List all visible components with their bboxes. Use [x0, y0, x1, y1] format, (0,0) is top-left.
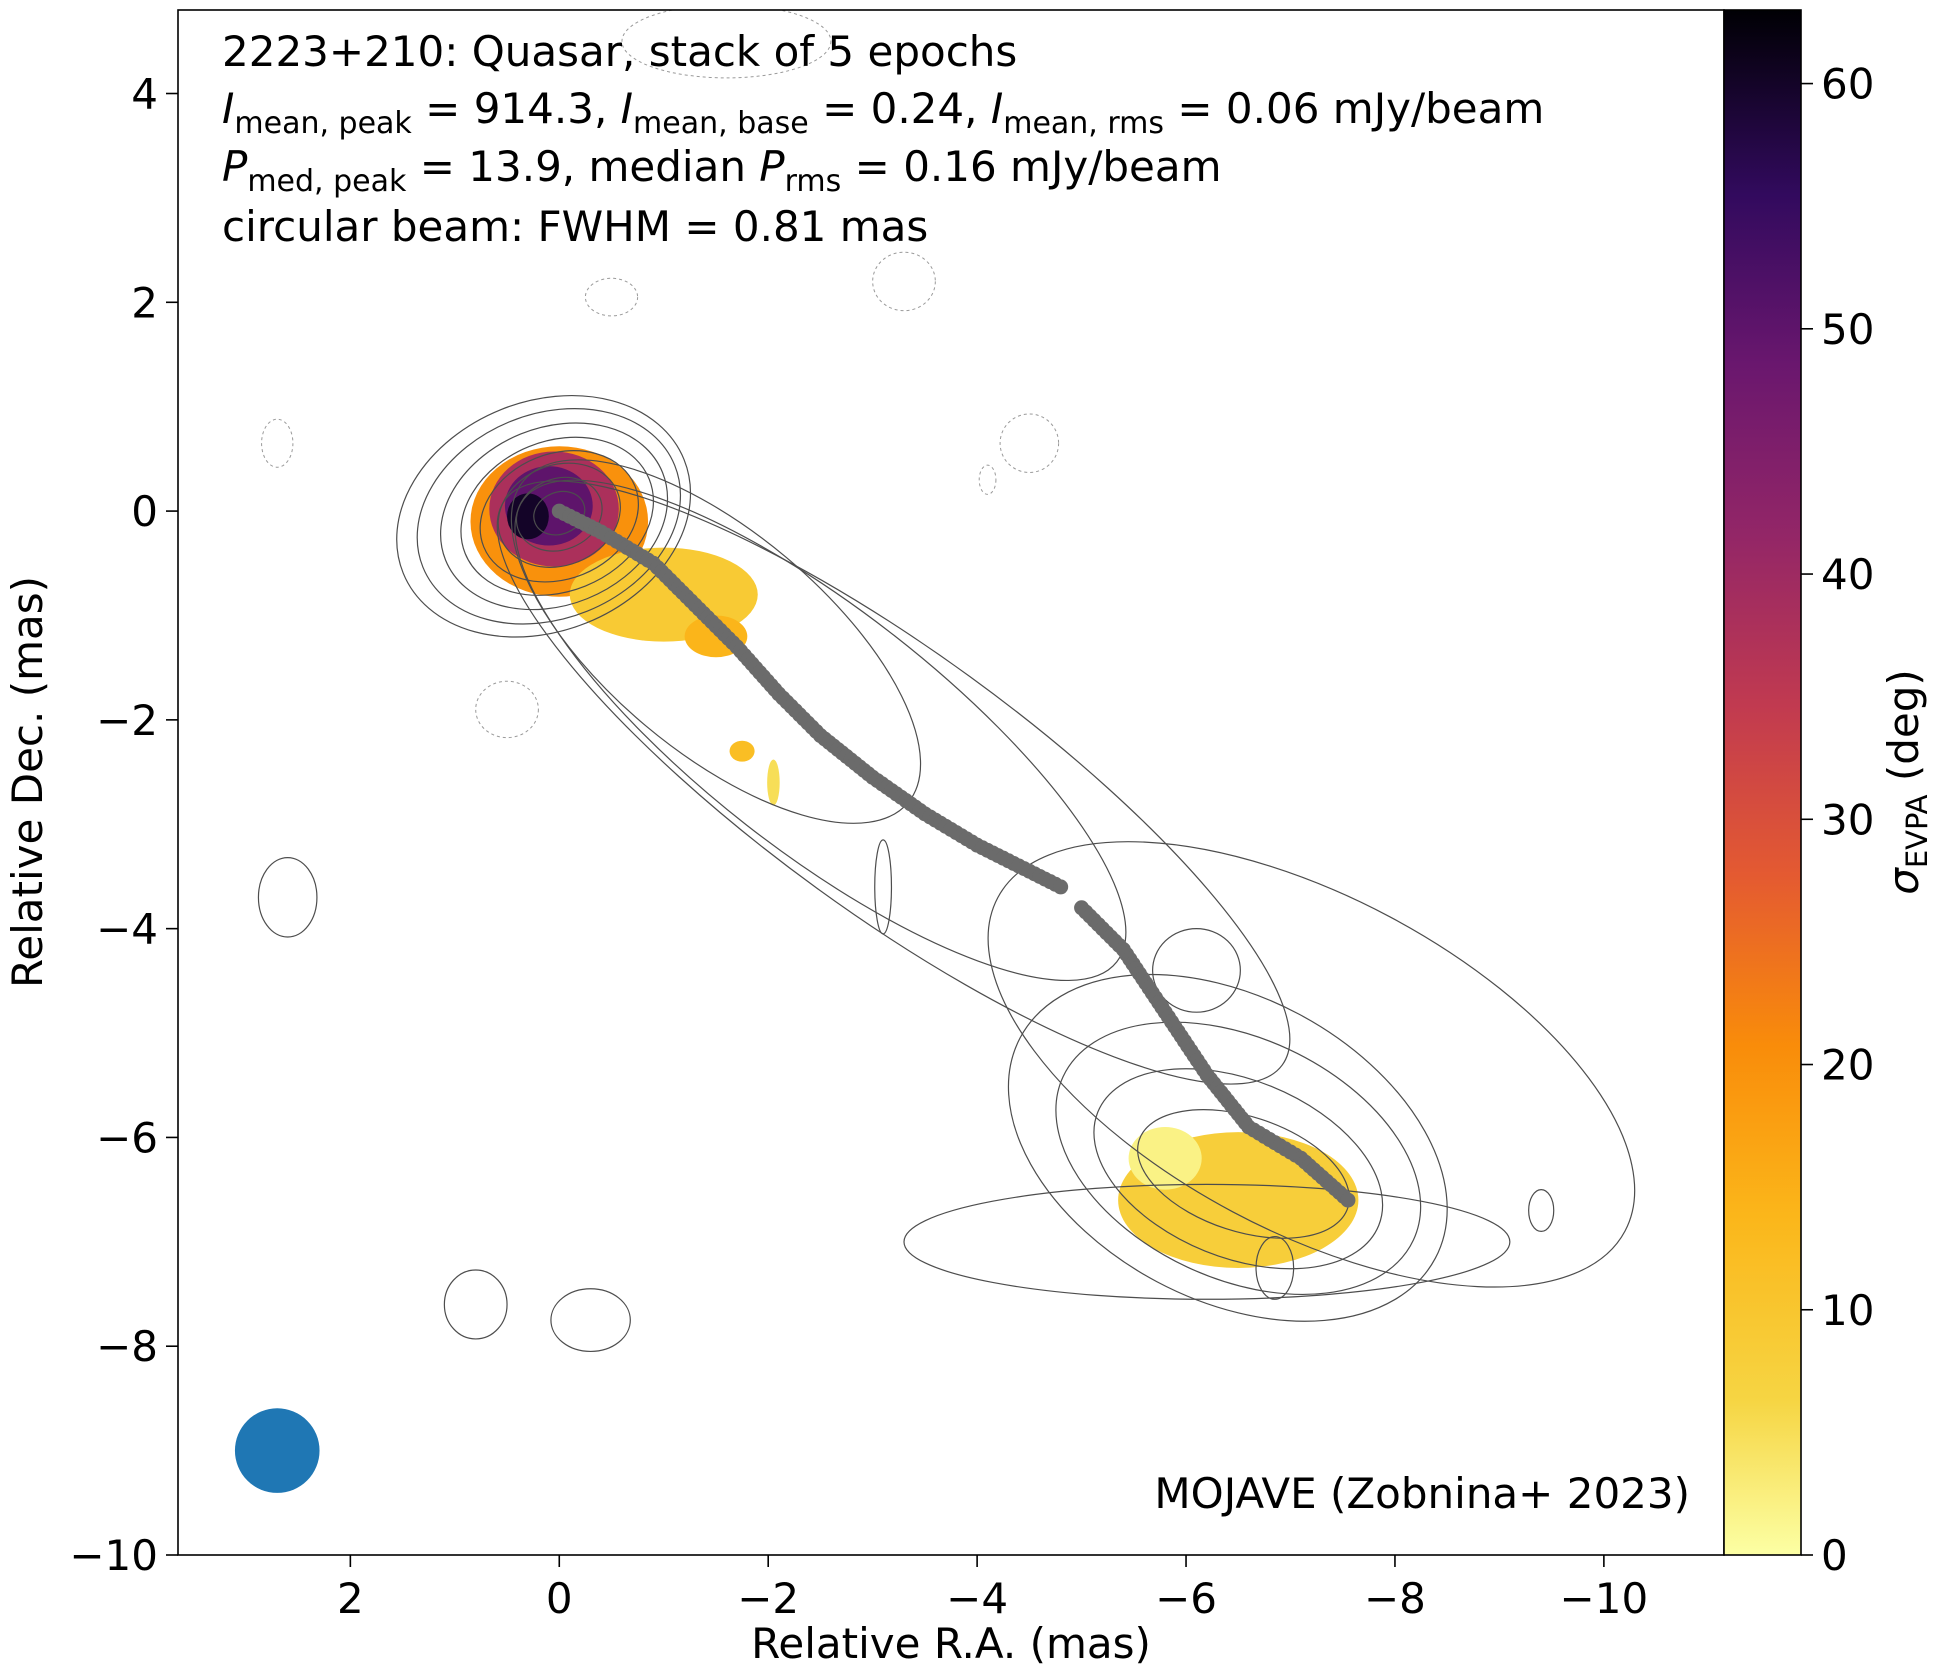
- sigma-region-knot-b: [767, 759, 780, 806]
- y-axis-label: Relative Dec. (mas): [3, 576, 52, 988]
- title-text-part: = 0.06 mJy/beam: [1164, 84, 1544, 133]
- plot-background: [178, 10, 1724, 1555]
- title-text-part: = 13.9, median: [406, 142, 759, 191]
- contour-23: [1528, 1189, 1555, 1232]
- title-text-part: mean, base: [633, 106, 809, 141]
- title-text-part: I: [222, 84, 234, 133]
- title-text-part: P: [222, 142, 248, 191]
- contour-9: [514, 479, 1127, 982]
- colorbar-tick-label: 60: [1821, 60, 1874, 109]
- contour-3: [460, 436, 655, 596]
- contour-5: [497, 462, 621, 568]
- beam-layer: [234, 1408, 320, 1493]
- x-tick-label: −10: [1560, 1574, 1649, 1623]
- contour-26: [999, 413, 1060, 473]
- title-line-2: Imean, peak = 914.3, Imean, base = 0.24,…: [222, 84, 1544, 141]
- credit-label: MOJAVE (Zobnina+ 2023): [1154, 1469, 1690, 1518]
- title-line-4: circular beam: FWHM = 0.81 mas: [222, 202, 928, 251]
- y-tick-label: −8: [96, 1322, 158, 1371]
- ridgeline: [551, 503, 1356, 1208]
- contour-4: [479, 450, 639, 583]
- title-text-part: mean, rms: [1003, 106, 1164, 141]
- contour-18: [874, 839, 893, 935]
- contour-20: [443, 1269, 508, 1340]
- x-tick-label: −6: [1155, 1574, 1217, 1623]
- intensity-contours: [257, 10, 1636, 1353]
- contour-1: [416, 408, 682, 625]
- colorbar-label-symbol: σ: [1879, 867, 1928, 895]
- title-text-part: = 914.3,: [412, 84, 621, 133]
- colorbar: [1723, 9, 1802, 1556]
- x-tick-label: −8: [1364, 1574, 1426, 1623]
- y-tick-label: 0: [131, 487, 158, 536]
- contour-21: [550, 1288, 631, 1353]
- contour-2: [439, 422, 669, 611]
- contour-17: [903, 1183, 1511, 1300]
- colorbar-tick-label: 40: [1821, 550, 1874, 599]
- x-tick-label: −4: [946, 1574, 1008, 1623]
- title-text-part: med, peak: [247, 164, 407, 199]
- beam-circle: [234, 1408, 320, 1493]
- y-tick-label: −10: [69, 1531, 158, 1580]
- y-tick-label: 2: [131, 278, 158, 327]
- contour-24: [584, 277, 639, 317]
- title-text-part: = 0.16 mJy/beam: [841, 142, 1221, 191]
- y-tick-label: −6: [96, 1113, 158, 1162]
- title-text-part: rms: [785, 164, 842, 199]
- contour-29: [475, 680, 539, 739]
- y-tick-label: 4: [131, 70, 158, 119]
- title-line-1: 2223+210: Quasar, stack of 5 epochs: [222, 27, 1017, 76]
- title-block: 2223+210: Quasar, stack of 5 epochs Imea…: [222, 27, 1544, 251]
- contour-25: [872, 251, 936, 312]
- colorbar-tick-label: 0: [1821, 1531, 1848, 1580]
- colorbar-tick-label: 30: [1821, 795, 1874, 844]
- contour-27: [978, 464, 997, 495]
- colorbar-label: σEVPA (deg): [1879, 669, 1934, 895]
- y-tick-label: −4: [96, 905, 158, 954]
- title-line-3: Pmed, peak = 13.9, median Prms = 0.16 mJ…: [222, 142, 1222, 199]
- sigma-region-outer-lobe-hotspot: [1128, 1126, 1202, 1190]
- title-text-part: I: [991, 84, 1003, 133]
- contour-7: [533, 490, 586, 536]
- title-text-part: P: [759, 142, 785, 191]
- ridge-point: [1340, 1192, 1356, 1208]
- contour-19: [257, 857, 318, 938]
- x-tick-label: 0: [546, 1574, 573, 1623]
- colorbar-axis: 0 10 20 30 40 50 60: [1801, 60, 1874, 1580]
- colorbar-tick-label: 50: [1821, 305, 1874, 354]
- x-tick-label: 2: [337, 1574, 364, 1623]
- title-text-part: = 0.24,: [809, 84, 991, 133]
- x-tick-label: −2: [737, 1574, 799, 1623]
- contour-12: [1055, 1021, 1422, 1296]
- colorbar-tick-label: 10: [1821, 1286, 1874, 1335]
- sigma-region-knot-a: [729, 740, 755, 762]
- x-axis: 2 0 −2 −4 −6 −8 −10: [337, 1555, 1648, 1623]
- contour-10: [496, 480, 1291, 1085]
- title-text-part: I: [621, 84, 633, 133]
- y-tick-label: −2: [96, 696, 158, 745]
- contour-16: [987, 841, 1636, 1288]
- y-axis: 4 2 0 −2 −4 −6 −8 −10: [69, 70, 178, 1580]
- contour-14: [1137, 1109, 1350, 1239]
- colorbar-tick-label: 20: [1821, 1041, 1874, 1090]
- contour-30: [621, 10, 832, 79]
- colorbar-label-sub: EVPA: [1900, 794, 1934, 868]
- contour-13: [1093, 1068, 1384, 1270]
- contour-11: [1007, 973, 1448, 1322]
- contour-22: [1255, 1235, 1295, 1300]
- x-axis-label: Relative R.A. (mas): [751, 1619, 1151, 1668]
- contour-28: [261, 418, 294, 468]
- contour-15: [1152, 928, 1241, 1013]
- title-text-part: mean, peak: [234, 106, 412, 141]
- colorbar-label-unit: (deg): [1879, 669, 1928, 794]
- contour-0: [396, 394, 692, 638]
- ridge-point: [1053, 879, 1069, 895]
